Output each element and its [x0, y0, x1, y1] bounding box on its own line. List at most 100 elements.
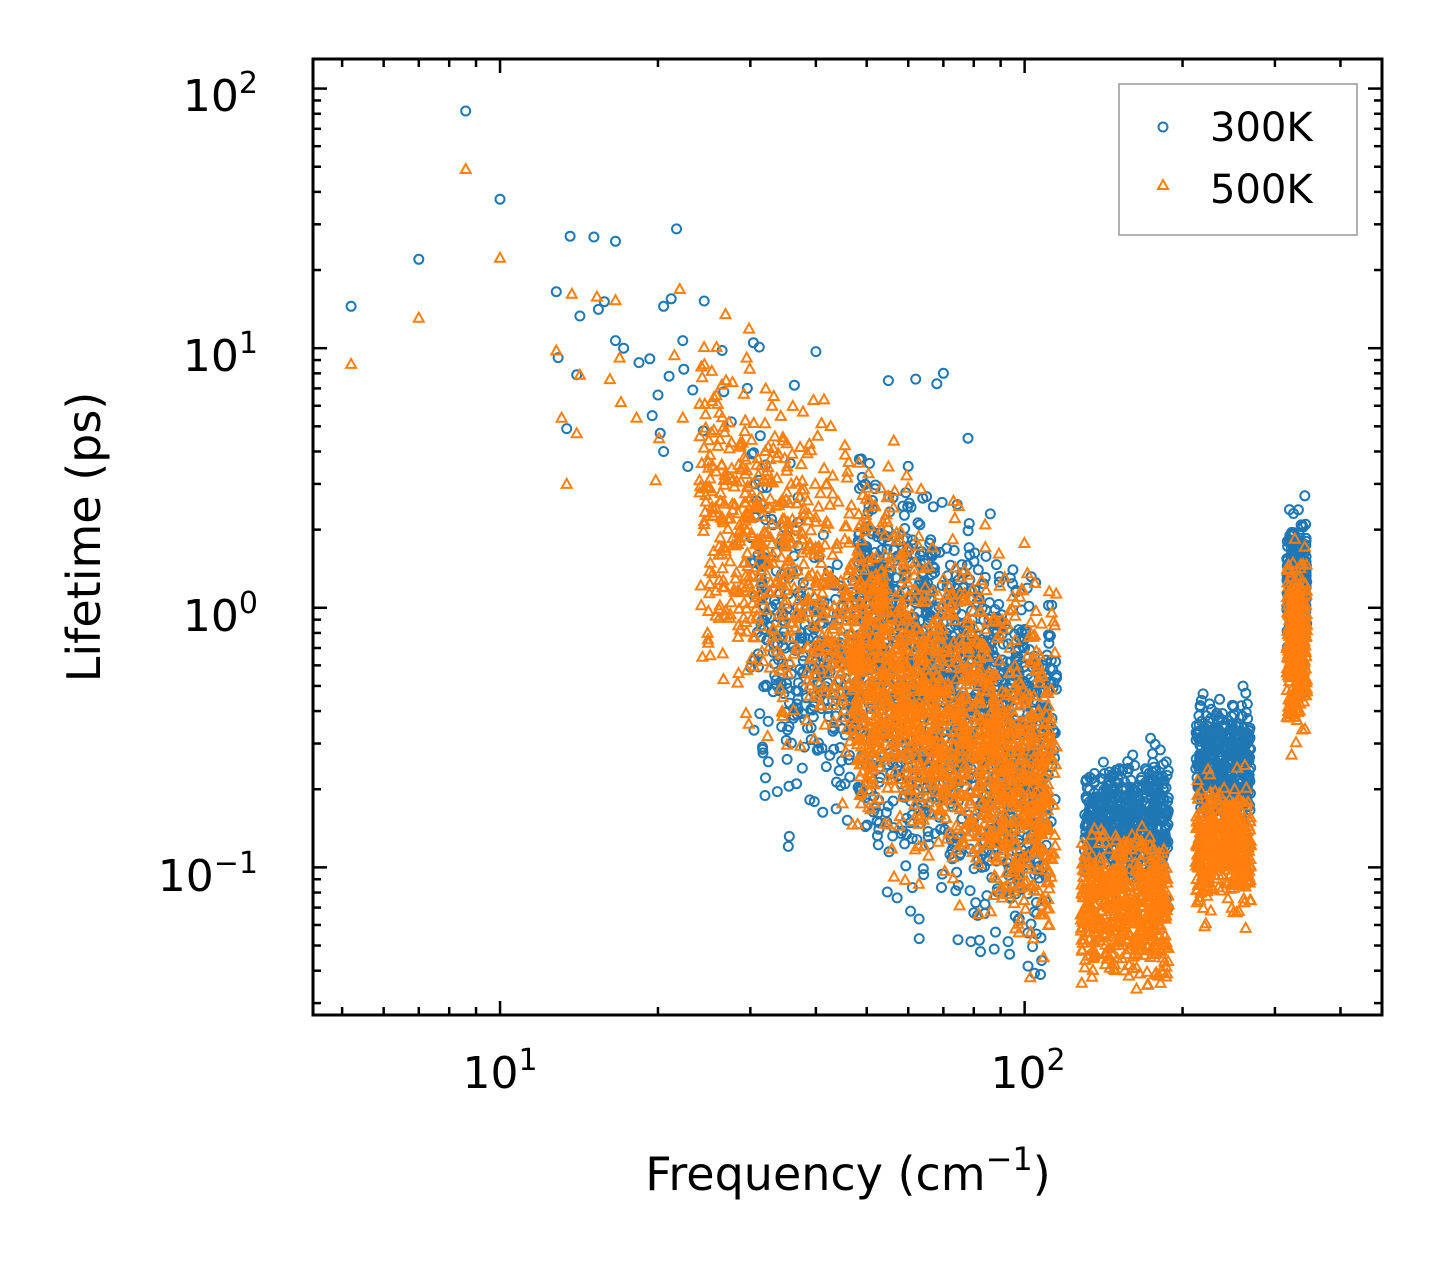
data-point-500k: [1022, 629, 1036, 642]
data-point-500k: [745, 476, 759, 489]
data-point-500k: [731, 666, 746, 679]
data-point-500k: [763, 660, 777, 673]
data-point-500k: [793, 489, 807, 502]
data-point-500k: [916, 651, 931, 664]
data-point-300k: [1099, 768, 1110, 779]
data-point-500k: [773, 681, 787, 694]
data-point-500k: [918, 561, 932, 574]
data-point-500k: [795, 532, 809, 545]
data-point-300k: [1135, 809, 1147, 821]
data-point-500k: [946, 871, 960, 884]
data-point-300k: [990, 559, 1002, 571]
data-point-500k: [801, 513, 815, 526]
data-point-500k: [758, 443, 772, 456]
data-point-500k: [779, 592, 793, 605]
data-point-500k: [712, 547, 726, 560]
data-point-500k: [962, 645, 976, 658]
data-point-500k: [949, 818, 963, 831]
data-point-500k: [896, 553, 910, 566]
data-point-300k: [918, 869, 930, 881]
data-point-500k: [779, 583, 793, 596]
data-point-500k: [735, 579, 749, 592]
data-point-500k: [907, 568, 921, 581]
data-point-500k: [814, 555, 828, 568]
data-point-500k: [946, 850, 960, 863]
data-point-500k: [954, 638, 968, 651]
data-point-500k: [938, 640, 952, 653]
data-point-500k: [1036, 950, 1051, 963]
data-point-500k: [950, 654, 965, 667]
data-point-500k: [899, 468, 914, 481]
data-point-500k: [749, 589, 763, 602]
data-point-500k: [993, 578, 1007, 591]
data-point-300k: [950, 885, 962, 897]
data-point-500k: [864, 570, 879, 583]
data-point-500k: [819, 684, 833, 697]
data-point-300k: [1006, 578, 1018, 590]
data-point-500k: [706, 566, 720, 579]
data-point-500k: [819, 654, 834, 667]
data-point-300k: [810, 346, 822, 358]
data-point-500k: [862, 492, 876, 505]
data-point-500k: [749, 560, 763, 573]
data-point-500k: [740, 546, 754, 559]
data-point-500k: [706, 508, 720, 521]
data-point-300k: [798, 741, 810, 753]
data-point-500k: [765, 630, 780, 643]
data-point-500k: [765, 536, 779, 549]
data-point-500k: [855, 656, 869, 669]
data-point-300k: [1154, 744, 1166, 756]
data-point-500k: [830, 605, 844, 618]
data-point-300k: [831, 559, 843, 571]
data-point-500k: [1042, 584, 1056, 597]
data-point-500k: [936, 571, 951, 584]
data-point-300k: [777, 640, 789, 652]
data-point-300k: [1297, 521, 1309, 533]
data-point-300k: [1223, 715, 1234, 727]
data-point-500k: [916, 704, 930, 717]
data-point-500k: [798, 599, 812, 612]
data-point-500k: [987, 868, 1002, 881]
data-point-500k: [701, 635, 715, 648]
data-point-500k: [1002, 744, 1017, 757]
data-point-300k: [1012, 651, 1024, 663]
data-point-500k: [888, 483, 902, 496]
data-point-500k: [695, 456, 709, 469]
data-point-500k: [994, 800, 1008, 813]
data-point-500k: [741, 569, 756, 582]
data-point-500k: [904, 629, 918, 642]
data-point-500k: [946, 493, 961, 506]
data-point-300k: [1111, 778, 1123, 790]
data-point-500k: [807, 639, 821, 652]
data-point-500k: [883, 550, 898, 563]
data-point-300k: [345, 300, 357, 312]
data-point-300k: [1019, 642, 1031, 654]
data-point-500k: [758, 416, 772, 429]
data-point-500k: [765, 516, 779, 529]
data-point-300k: [1237, 680, 1249, 692]
data-point-300k: [759, 790, 771, 801]
data-point-500k: [702, 564, 717, 577]
data-point-500k: [901, 542, 915, 555]
data-point-500k: [874, 481, 888, 494]
data-point-500k: [858, 746, 873, 759]
data-point-500k: [736, 460, 750, 473]
data-point-300k: [1084, 806, 1096, 818]
data-point-300k: [1208, 727, 1220, 739]
data-point-300k: [663, 370, 675, 382]
data-point-500k: [901, 575, 915, 588]
data-point-300k: [792, 685, 804, 697]
data-point-500k: [821, 632, 835, 645]
data-point-500k: [1029, 643, 1044, 656]
data-point-500k: [730, 675, 745, 688]
data-point-300k: [861, 819, 873, 831]
data-point-300k: [902, 501, 914, 513]
data-point-300k: [796, 762, 808, 774]
data-point-300k: [914, 519, 926, 531]
data-point-500k: [738, 513, 752, 526]
data-point-500k: [772, 607, 786, 620]
data-point-500k: [790, 563, 804, 576]
data-point-500k: [938, 704, 952, 717]
data-point-500k: [899, 672, 913, 685]
data-point-500k: [785, 446, 799, 459]
